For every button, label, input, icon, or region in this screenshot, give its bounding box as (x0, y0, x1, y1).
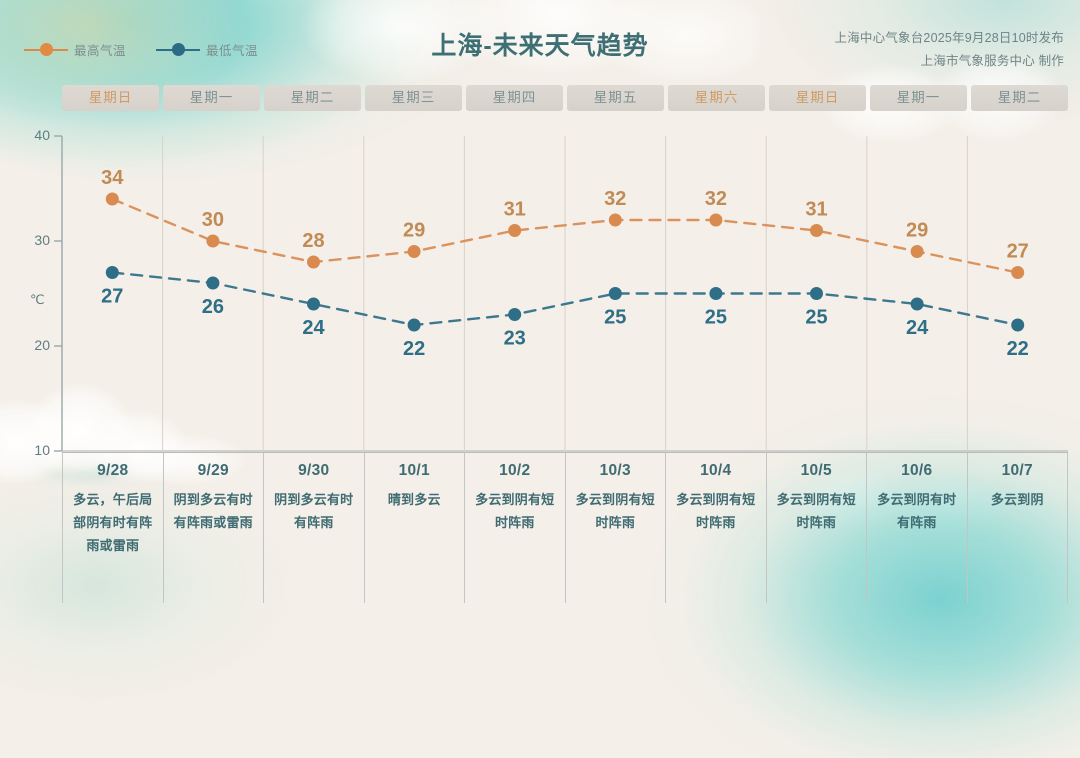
data-point[interactable] (608, 287, 622, 300)
data-point[interactable] (105, 266, 119, 279)
forecast-date: 9/29 (197, 462, 229, 479)
data-point-label: 26 (202, 296, 224, 318)
forecast-description: 多云到阴有短时阵雨 (776, 492, 856, 530)
data-point-label: 32 (705, 188, 727, 210)
data-point-label: 32 (604, 188, 626, 210)
data-point[interactable] (307, 255, 320, 269)
data-point[interactable] (810, 224, 823, 237)
temperature-chart: ℃ 10 20 30 40 34 30 28 29 31 32 32 31 29 27 27 26 24 22 2… (30, 127, 1068, 458)
data-point[interactable] (407, 245, 421, 258)
data-point-label: 29 (403, 220, 425, 242)
forecast-column[interactable]: 9/28 多云，午后局部阴有时有阵雨或雷雨 (62, 453, 164, 603)
y-axis-unit-label: ℃ (30, 292, 45, 307)
data-point-label: 22 (403, 338, 425, 360)
forecast-column[interactable]: 9/30 阴到多云有时有阵雨 (264, 453, 365, 603)
data-point-label: 25 (805, 307, 827, 329)
data-point[interactable] (407, 318, 421, 332)
forecast-date: 10/7 (1001, 462, 1033, 479)
chart-svg: 34 30 28 29 31 32 32 31 29 27 27 26 24 22 23 25 25 25 24 22 (54, 135, 1068, 452)
data-point-label: 24 (302, 317, 325, 339)
data-point[interactable] (508, 308, 522, 321)
forecast-column[interactable]: 10/6 多云到阴有时有阵雨 (867, 453, 968, 603)
data-point-label: 22 (1007, 338, 1029, 360)
data-point[interactable] (810, 287, 823, 300)
data-point[interactable] (1011, 318, 1025, 332)
forecast-description: 多云到阴有短时阵雨 (676, 492, 756, 530)
data-point-label: 28 (302, 230, 324, 252)
forecast-description: 阴到多云有时有阵雨或雷雨 (173, 492, 253, 530)
y-axis-tick-label: 20 (34, 337, 50, 353)
forecast-description: 多云到阴有短时阵雨 (575, 492, 655, 530)
data-point[interactable] (709, 287, 723, 300)
forecast-description: 多云，午后局部阴有时有阵雨或雷雨 (73, 492, 153, 553)
data-point-label: 24 (906, 317, 929, 339)
y-axis-tick-label: 30 (34, 232, 50, 248)
data-point-label: 29 (906, 220, 928, 242)
data-point-label: 23 (504, 328, 526, 350)
data-point-label: 25 (604, 307, 626, 329)
data-point-label: 27 (1007, 241, 1029, 263)
weekday-tab[interactable]: 星期五 (567, 85, 664, 111)
forecast-column[interactable]: 9/29 阴到多云有时有阵雨或雷雨 (164, 453, 264, 603)
forecast-date: 10/1 (398, 462, 430, 479)
data-point-label: 27 (101, 286, 123, 308)
series-low-temp: 27 26 24 22 23 25 25 25 24 22 (101, 266, 1029, 360)
forecast-date: 10/3 (599, 462, 631, 479)
forecast-date: 10/5 (800, 462, 832, 479)
data-point[interactable] (206, 234, 220, 248)
forecast-description: 晴到多云 (387, 492, 441, 507)
forecast-column[interactable]: 10/3 多云到阴有短时阵雨 (566, 453, 666, 603)
data-point-label: 30 (202, 209, 224, 231)
forecast-description: 多云到阴有短时阵雨 (475, 492, 555, 530)
series-high-temp: 34 30 28 29 31 32 32 31 29 27 (101, 167, 1029, 279)
data-point-label: 31 (805, 199, 827, 221)
forecast-description: 多云到阴 (990, 492, 1044, 507)
data-point[interactable] (910, 297, 924, 311)
data-point[interactable] (105, 192, 119, 206)
series-line (111, 271, 1019, 327)
data-point[interactable] (608, 213, 622, 227)
data-point[interactable] (709, 213, 723, 227)
forecast-description: 多云到阴有时有阵雨 (877, 492, 957, 530)
data-point[interactable] (206, 276, 220, 290)
data-point-label: 31 (504, 199, 526, 221)
forecast-date: 10/6 (901, 462, 933, 479)
data-point[interactable] (1011, 266, 1025, 279)
data-point[interactable] (307, 297, 320, 311)
forecast-column[interactable]: 10/5 多云到阴有短时阵雨 (767, 453, 867, 603)
forecast-date: 10/4 (700, 462, 732, 479)
series-line (111, 197, 1019, 274)
forecast-column[interactable]: 10/4 多云到阴有短时阵雨 (666, 453, 767, 603)
data-point[interactable] (508, 224, 522, 237)
forecast-date: 10/2 (499, 462, 531, 479)
forecast-table: 9/28 多云，午后局部阴有时有阵雨或雷雨 9/29 阴到多云有时有阵雨或雷雨 9/30… (62, 452, 1068, 603)
forecast-description: 阴到多云有时有阵雨 (274, 492, 354, 530)
forecast-date: 9/30 (298, 462, 330, 479)
data-point-label: 34 (101, 167, 124, 189)
forecast-column[interactable]: 10/1 晴到多云 (365, 453, 465, 603)
forecast-column[interactable]: 10/7 多云到阴 (968, 453, 1068, 603)
forecast-column[interactable]: 10/2 多云到阴有短时阵雨 (465, 453, 566, 603)
data-point[interactable] (910, 245, 924, 258)
data-point-label: 25 (705, 307, 727, 329)
forecast-date: 9/28 (97, 462, 129, 479)
